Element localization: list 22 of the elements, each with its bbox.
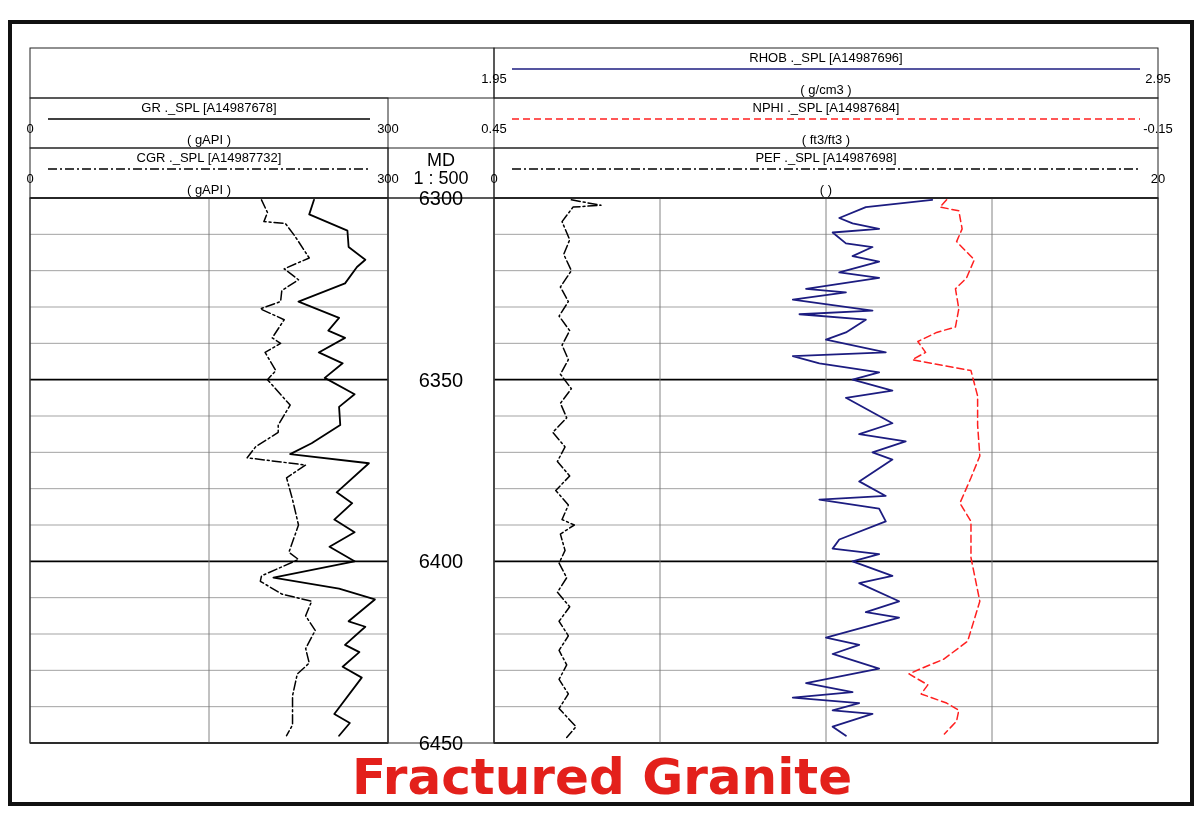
x-tick-label: 300 xyxy=(377,121,399,136)
text: GR ._SPL [A14987678] xyxy=(141,100,277,115)
text: CGR ._SPL [A14987732] xyxy=(136,150,282,165)
x-tick-label: -0.15 xyxy=(1143,121,1173,136)
x-axis-title: ( gAPI ) xyxy=(186,182,232,197)
y-tick-label: 6400 xyxy=(418,550,464,573)
text: MD xyxy=(427,150,455,170)
x-axis-title: ( ) xyxy=(819,182,833,197)
x-tick-label: 20 xyxy=(1150,171,1166,186)
x-axis-title: ( gAPI ) xyxy=(186,132,232,147)
x-tick-label: 0.45 xyxy=(481,121,507,136)
text: 1 : 500 xyxy=(413,168,469,188)
x-axis-title: ( g/cm3 ) xyxy=(800,82,852,97)
x-tick-label: 2.95 xyxy=(1145,71,1171,86)
x-tick-label: 0 xyxy=(26,171,34,186)
text: NPHI ._SPL [A14987684] xyxy=(752,100,900,115)
text: PEF ._SPL [A14987698] xyxy=(755,150,897,165)
text: RHOB ._SPL [A14987696] xyxy=(749,50,903,65)
x-axis-title: ( ft3/ft3 ) xyxy=(801,132,851,147)
y-tick-label: 6450 xyxy=(418,732,464,754)
x-tick-label: 0 xyxy=(26,121,34,136)
y-tick-label: 6350 xyxy=(418,368,464,391)
